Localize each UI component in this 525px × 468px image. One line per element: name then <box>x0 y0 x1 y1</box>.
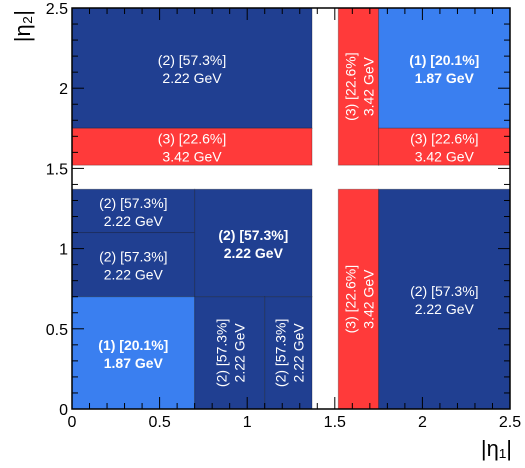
x-tick-label: 1 <box>243 414 252 431</box>
cell-sublabel: 3.42 GeV <box>415 149 475 165</box>
cell-label: (1) [20.1%] <box>98 337 168 353</box>
cells-layer <box>71 7 511 410</box>
cell-label-group: (2) [57.3%] 2.22 GeV <box>410 283 478 317</box>
cell-label: (2) [57.3%] <box>272 319 288 387</box>
y-tick-label: 2.5 <box>46 1 68 18</box>
cell-category-1 <box>378 7 511 129</box>
cell-sublabel: 3.42 GeV <box>162 149 222 165</box>
cell-sublabel: 3.42 GeV <box>360 269 376 329</box>
cell-label: (2) [57.3%] <box>99 195 167 211</box>
y-tick-label: 1.5 <box>46 161 68 178</box>
y-tick-label: 2 <box>59 81 68 98</box>
cell-label: (2) [57.3%] <box>158 52 226 68</box>
cell-label: (3) [22.6%] <box>342 52 358 120</box>
cell-category-2 <box>194 296 266 410</box>
cell-label-group: (3) [22.6%] 3.42 GeV <box>158 131 226 165</box>
cell-category-2 <box>194 188 313 298</box>
y-tick-label: 0.5 <box>46 322 68 339</box>
cell-category-1 <box>71 296 196 410</box>
cell-sublabel: 2.22 GeV <box>232 323 248 383</box>
y-axis-title: |η₂| <box>10 10 35 42</box>
x-tick-label: 0.5 <box>148 414 170 431</box>
cell-sublabel: 1.87 GeV <box>415 70 475 86</box>
cell-label-group: (1) [20.1%] 1.87 GeV <box>409 52 479 86</box>
cell-sublabel: 2.22 GeV <box>415 301 475 317</box>
cell-label: (2) [57.3%] <box>410 283 478 299</box>
x-axis-title: |η₁| <box>481 436 512 461</box>
y-axis-tick-labels: 0 0.5 1 1.5 2 2.5 <box>46 1 68 419</box>
plot-frame <box>71 7 511 410</box>
cell-label-group: (3) [22.6%]3.42 GeV <box>342 265 376 333</box>
cell-sublabel: 2.22 GeV <box>290 323 306 383</box>
cell-label-group: (2) [57.3%] 2.22 GeV <box>158 52 226 86</box>
cell-label-group: (1) [20.1%] 1.87 GeV <box>98 337 168 371</box>
cell-label: (2) [57.3%] <box>99 249 167 265</box>
cell-category-2 <box>71 7 313 129</box>
x-tick-label: 2 <box>418 414 427 431</box>
cell-label-group: (2) [57.3%]2.22 GeV <box>214 319 248 387</box>
cell-sublabel: 1.87 GeV <box>104 355 164 371</box>
cell-labels-layer: (2) [57.3%]2.22 GeV(3) [22.6%]3.42 GeV(3… <box>98 52 479 387</box>
cell-sublabel: 2.22 GeV <box>162 70 222 86</box>
cell-label-group: (3) [22.6%] 3.42 GeV <box>410 131 478 165</box>
cell-label-group: (3) [22.6%]3.42 GeV <box>342 52 376 120</box>
cell-label: (2) [57.3%] <box>218 227 288 243</box>
cell-sublabel: 2.22 GeV <box>104 267 164 283</box>
x-tick-label: 0 <box>68 414 77 431</box>
x-axis-tick-labels: 0 0.5 1 1.5 2 2.5 <box>68 414 522 431</box>
cell-sublabel: 2.22 GeV <box>104 213 164 229</box>
cell-label: (1) [20.1%] <box>409 52 479 68</box>
cell-category-2 <box>71 232 196 298</box>
cell-sublabel: 3.42 GeV <box>360 56 376 116</box>
cell-label: (2) [57.3%] <box>214 319 230 387</box>
cell-category-3 <box>378 127 511 166</box>
cell-label: (3) [22.6%] <box>158 131 226 147</box>
cell-category-2 <box>378 188 511 410</box>
cell-category-3 <box>337 188 380 410</box>
x-tick-label: 1.5 <box>324 414 346 431</box>
cell-category-3 <box>71 127 313 166</box>
cell-label-group: (2) [57.3%] 2.22 GeV <box>99 249 167 283</box>
cell-sublabel: 2.22 GeV <box>224 245 284 261</box>
y-tick-label: 1 <box>59 242 68 259</box>
cell-label-group: (2) [57.3%] 2.22 GeV <box>99 195 167 229</box>
x-tick-label: 2.5 <box>499 414 521 431</box>
cell-category-3 <box>337 7 380 166</box>
cell-label-group: (2) [57.3%] 2.22 GeV <box>218 227 288 261</box>
y-tick-label: 0 <box>59 402 68 419</box>
cell-label: (3) [22.6%] <box>342 265 358 333</box>
cell-label-group: (2) [57.3%]2.22 GeV <box>272 319 306 387</box>
axis-ticks <box>71 7 511 410</box>
cell-label: (3) [22.6%] <box>410 131 478 147</box>
